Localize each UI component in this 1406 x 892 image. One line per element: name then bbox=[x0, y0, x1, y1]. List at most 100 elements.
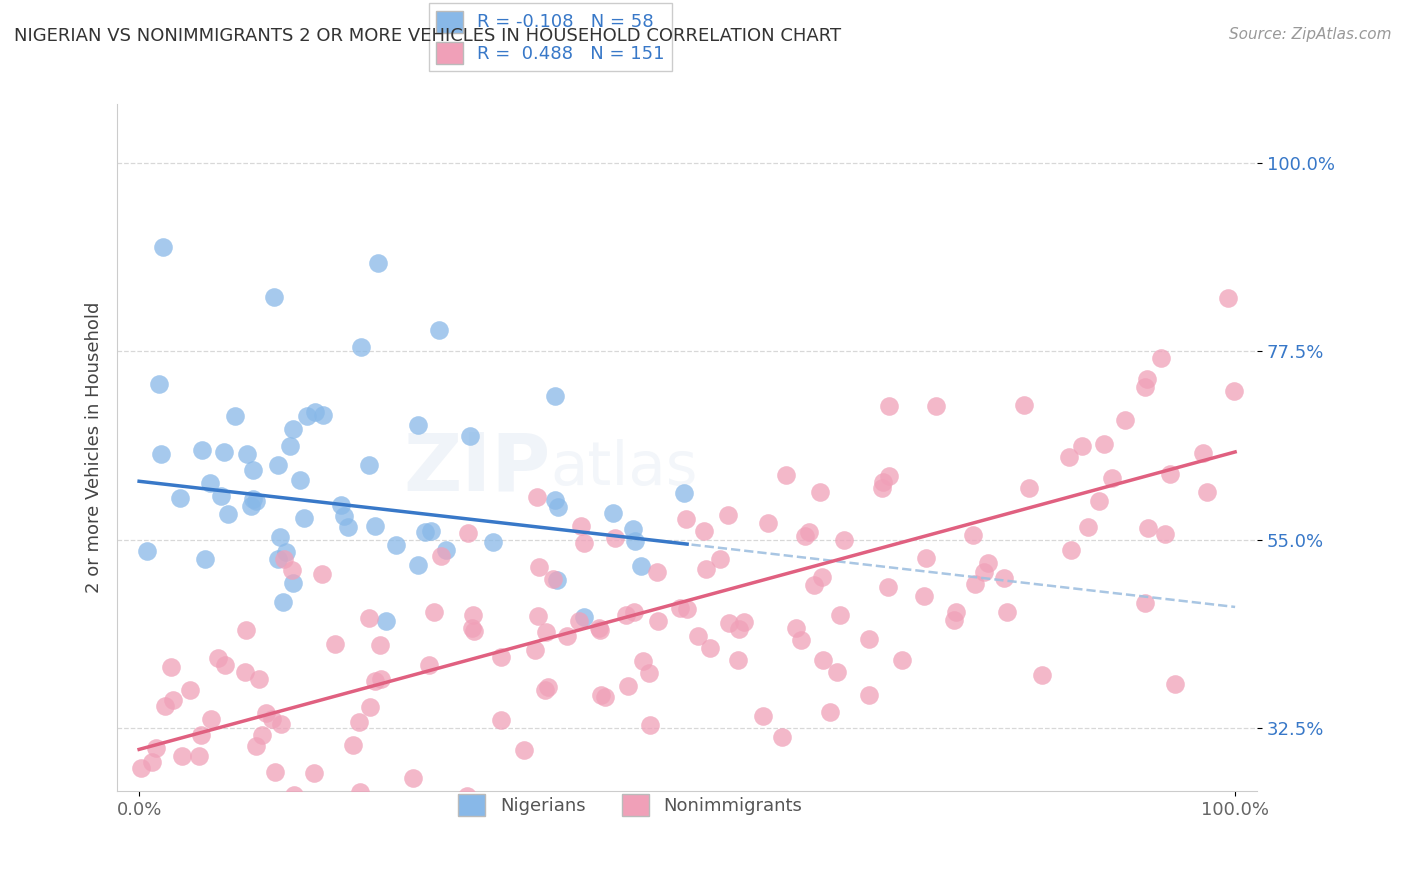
Point bbox=[374, 615, 396, 629]
Point bbox=[217, 507, 239, 521]
Point bbox=[198, 475, 221, 490]
Point bbox=[775, 467, 797, 482]
Point bbox=[482, 535, 505, 549]
Point bbox=[527, 608, 550, 623]
Point bbox=[152, 240, 174, 254]
Point bbox=[304, 405, 326, 419]
Point bbox=[1192, 446, 1215, 460]
Point bbox=[1070, 439, 1092, 453]
Point bbox=[434, 542, 457, 557]
Point bbox=[254, 706, 277, 720]
Point bbox=[1222, 384, 1244, 398]
Point bbox=[155, 698, 177, 713]
Point bbox=[543, 389, 565, 403]
Point bbox=[245, 739, 267, 753]
Point bbox=[621, 522, 644, 536]
Point bbox=[1092, 436, 1115, 450]
Point bbox=[675, 511, 697, 525]
Point bbox=[270, 717, 292, 731]
Point bbox=[574, 536, 596, 550]
Point bbox=[451, 812, 474, 826]
Point bbox=[378, 797, 401, 812]
Point bbox=[278, 439, 301, 453]
Point bbox=[614, 607, 637, 622]
Point bbox=[673, 485, 696, 500]
Point bbox=[461, 621, 484, 635]
Point bbox=[630, 559, 652, 574]
Point bbox=[543, 572, 565, 586]
Point bbox=[1159, 467, 1181, 481]
Point bbox=[145, 741, 167, 756]
Point bbox=[461, 608, 484, 623]
Point bbox=[993, 571, 1015, 585]
Point bbox=[311, 567, 333, 582]
Point bbox=[273, 552, 295, 566]
Point bbox=[589, 689, 612, 703]
Point bbox=[172, 749, 194, 764]
Point bbox=[1133, 596, 1156, 610]
Point bbox=[264, 765, 287, 780]
Point bbox=[1133, 380, 1156, 394]
Point bbox=[623, 605, 645, 619]
Point bbox=[135, 544, 157, 558]
Point bbox=[1060, 542, 1083, 557]
Point bbox=[995, 605, 1018, 619]
Point bbox=[647, 614, 669, 628]
Point bbox=[242, 491, 264, 506]
Point bbox=[271, 595, 294, 609]
Point bbox=[267, 458, 290, 472]
Point bbox=[458, 428, 481, 442]
Point bbox=[292, 511, 315, 525]
Point bbox=[160, 660, 183, 674]
Point bbox=[825, 665, 848, 679]
Point bbox=[588, 621, 610, 635]
Point bbox=[364, 673, 387, 688]
Point bbox=[638, 718, 661, 732]
Point bbox=[1101, 471, 1123, 485]
Legend: Nigerians, Nonimmigrants: Nigerians, Nonimmigrants bbox=[451, 787, 810, 823]
Point bbox=[367, 256, 389, 270]
Point bbox=[785, 622, 807, 636]
Point bbox=[1059, 450, 1081, 464]
Point bbox=[728, 622, 751, 636]
Point bbox=[302, 766, 325, 780]
Point bbox=[858, 632, 880, 647]
Point bbox=[1012, 398, 1035, 412]
Point bbox=[799, 524, 821, 539]
Point bbox=[212, 444, 235, 458]
Point bbox=[534, 625, 557, 640]
Point bbox=[1154, 526, 1177, 541]
Point bbox=[162, 692, 184, 706]
Point bbox=[224, 409, 246, 424]
Point bbox=[267, 803, 290, 817]
Point bbox=[200, 713, 222, 727]
Point bbox=[513, 743, 536, 757]
Point bbox=[240, 499, 263, 513]
Point bbox=[288, 473, 311, 487]
Point bbox=[537, 680, 560, 694]
Point bbox=[973, 565, 995, 579]
Point bbox=[1018, 481, 1040, 495]
Point bbox=[214, 658, 236, 673]
Point bbox=[872, 475, 894, 489]
Point bbox=[925, 399, 948, 413]
Point bbox=[191, 443, 214, 458]
Point bbox=[333, 509, 356, 524]
Point bbox=[602, 506, 624, 520]
Point bbox=[359, 458, 381, 472]
Point bbox=[675, 602, 697, 616]
Point bbox=[637, 665, 659, 680]
Point bbox=[770, 730, 793, 744]
Point bbox=[945, 605, 967, 619]
Point bbox=[350, 340, 373, 354]
Point bbox=[858, 688, 880, 702]
Point bbox=[359, 611, 381, 625]
Point bbox=[370, 672, 392, 686]
Point bbox=[818, 705, 841, 719]
Point bbox=[527, 559, 550, 574]
Point bbox=[187, 749, 209, 764]
Point bbox=[129, 761, 152, 775]
Point bbox=[977, 556, 1000, 570]
Point bbox=[756, 516, 779, 531]
Point bbox=[349, 785, 371, 799]
